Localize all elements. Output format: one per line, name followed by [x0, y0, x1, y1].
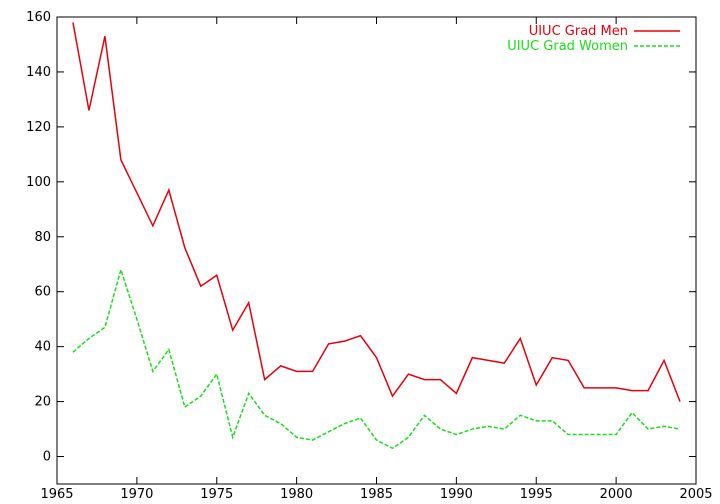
series-lines [72, 22, 681, 450]
x-tick-label: 1985 [360, 487, 393, 502]
axis-tick-labels: 1965 1970 1975 1980 1985 1990 1995 2000 2005 0 20 4… [26, 10, 712, 502]
y-tick-label: 80 [34, 230, 51, 245]
series-line-men [72, 22, 681, 402]
legend-label-women: UIUC Grad Women [507, 39, 628, 54]
x-tick-label: 2005 [679, 487, 712, 502]
series-line-women [72, 267, 681, 450]
y-tick-label: 160 [26, 10, 51, 25]
y-tick-label: 60 [34, 285, 51, 300]
y-tick-label: 20 [34, 395, 51, 410]
x-tick-label: 1970 [120, 487, 153, 502]
legend-label-men: UIUC Grad Men [529, 24, 628, 39]
y-tick-label: 0 [43, 450, 51, 465]
x-tick-label: 2000 [600, 487, 633, 502]
plot-frame [56, 16, 697, 485]
y-tick-label: 120 [26, 120, 51, 135]
y-tick-label: 40 [34, 340, 51, 355]
y-tick-label: 140 [26, 65, 51, 80]
x-tick-label: 1965 [40, 487, 73, 502]
x-tick-label: 1995 [520, 487, 553, 502]
x-tick-label: 1990 [440, 487, 473, 502]
x-tick-label: 1975 [200, 487, 233, 502]
y-tick-label: 100 [26, 175, 51, 190]
axis-ticks [56, 16, 697, 484]
x-tick-label: 1980 [280, 487, 313, 502]
